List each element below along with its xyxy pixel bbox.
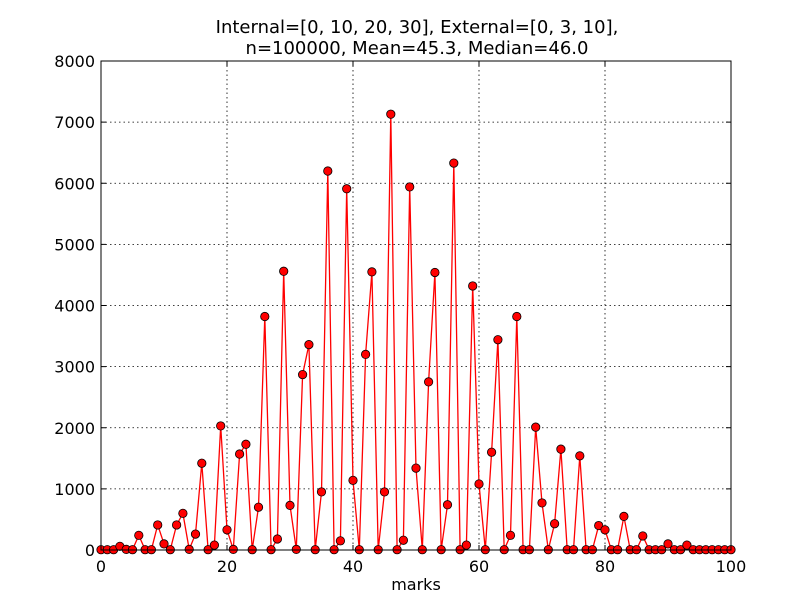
data-point (253, 502, 264, 512)
data-point (486, 447, 497, 457)
data-point (537, 498, 547, 508)
data-point (461, 540, 471, 550)
data-point (682, 540, 692, 550)
data-point (297, 369, 308, 380)
data-point (197, 458, 207, 468)
data-point (663, 539, 673, 549)
data-point (575, 451, 585, 461)
data-point (279, 266, 289, 276)
data-point (348, 475, 358, 485)
data-point (235, 449, 245, 459)
y-tick-label: 6000 (54, 174, 95, 193)
y-tick-label: 7000 (54, 113, 95, 132)
data-point (209, 540, 219, 550)
data-point (285, 500, 295, 510)
series-line (101, 114, 731, 552)
data-point (172, 520, 182, 530)
data-point (190, 529, 201, 539)
y-tick-label: 1000 (54, 480, 95, 499)
data-point (342, 184, 352, 194)
tick-labels: 0 20 40 60 80 1000100020003000400050006000700… (54, 52, 746, 576)
plot-frame (100, 60, 732, 551)
data-point (398, 535, 408, 545)
data-point (405, 182, 415, 192)
data-point (178, 508, 188, 518)
data-point (159, 539, 169, 549)
data-point (228, 544, 238, 554)
data-point (531, 422, 541, 432)
data-point (619, 511, 629, 521)
x-tick-label: 80 (595, 557, 615, 576)
data-point (367, 267, 377, 277)
y-tick-label: 0 (85, 541, 95, 560)
data-point (360, 349, 371, 359)
data-point (442, 500, 453, 510)
data-point (423, 377, 434, 387)
x-tick-label: 100 (716, 557, 747, 576)
data-point (512, 311, 522, 322)
y-tick-label: 4000 (54, 297, 95, 316)
x-tick-label: 0 (96, 557, 106, 576)
data-point (241, 439, 251, 449)
data-point (222, 525, 232, 535)
data-point (600, 525, 610, 535)
data-point (493, 335, 503, 345)
y-tick-label: 5000 (54, 235, 95, 254)
y-tick-label: 2000 (54, 419, 95, 438)
data-point (379, 487, 390, 497)
x-tick-label: 60 (469, 557, 489, 576)
data-point (449, 158, 459, 168)
data-point (291, 544, 301, 554)
data-point (474, 479, 484, 489)
data-point (556, 444, 566, 454)
data-point (134, 530, 144, 540)
x-axis-label: marks (391, 575, 441, 594)
data-point (184, 544, 194, 554)
data-point (153, 520, 163, 530)
data-point (323, 166, 333, 176)
data-point (386, 109, 396, 119)
y-tick-label: 8000 (54, 52, 95, 71)
data-point (430, 267, 440, 278)
chart-title-line-1: Internal=[0, 10, 20, 30], External=[0, 3… (216, 17, 619, 38)
data-point (638, 531, 648, 541)
x-tick-label: 20 (217, 557, 237, 576)
data-point (411, 463, 421, 473)
data-point (304, 340, 314, 350)
data-point (272, 534, 282, 544)
chart-title-line-2: n=100000, Mean=45.3, Median=46.0 (246, 38, 589, 59)
data-point (468, 281, 478, 291)
data-point (260, 311, 270, 322)
y-tick-label: 3000 (54, 358, 95, 377)
data-point (216, 421, 226, 431)
data-point (549, 519, 560, 529)
data-point (505, 530, 516, 540)
data-point (335, 536, 345, 546)
data-point (594, 520, 604, 531)
data-series (96, 109, 736, 555)
data-point (316, 487, 327, 497)
x-tick-label: 40 (343, 557, 363, 576)
grid-lines (100, 60, 732, 551)
